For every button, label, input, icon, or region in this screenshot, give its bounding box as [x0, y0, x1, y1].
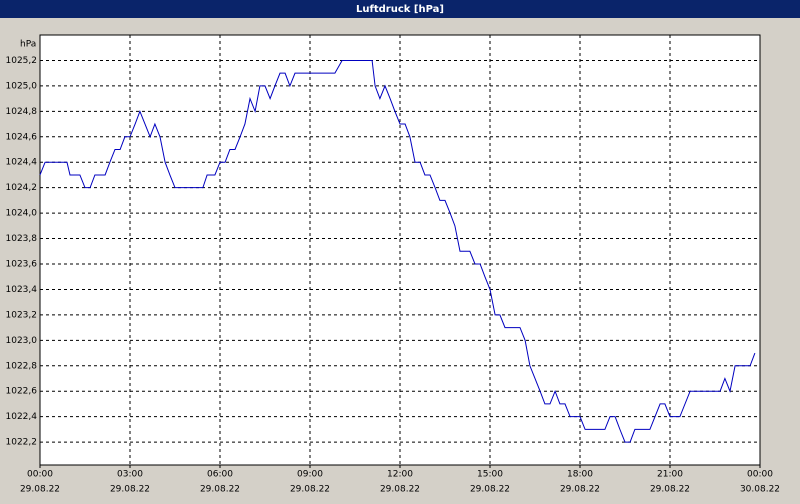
x-tick-date: 29.08.22: [20, 485, 60, 495]
y-tick-label: 1023,4: [6, 285, 38, 295]
x-tick-label: 15:00: [477, 470, 503, 480]
x-tick-label: 00:00: [27, 470, 53, 480]
y-tick-label: 1022,8: [6, 361, 38, 371]
x-tick-label: 06:00: [207, 470, 233, 480]
x-tick-label: 03:00: [117, 470, 143, 480]
x-tick-date: 29.08.22: [470, 485, 510, 495]
y-tick-label: 1025,0: [6, 81, 38, 91]
chart-title: Luftdruck [hPa]: [356, 4, 444, 15]
y-tick-label: 1025,2: [6, 56, 38, 66]
y-tick-label: 1024,0: [6, 209, 38, 219]
x-tick-date: 29.08.22: [110, 485, 150, 495]
y-tick-label: 1024,6: [6, 132, 38, 142]
y-tick-label: 1022,2: [6, 438, 38, 448]
x-tick-label: 00:00: [747, 470, 773, 480]
x-tick-date: 29.08.22: [380, 485, 420, 495]
x-tick-date: 29.08.22: [290, 485, 330, 495]
plot-area: [39, 34, 761, 466]
x-tick-date: 29.08.22: [560, 485, 600, 495]
title-bar: [0, 0, 800, 18]
x-tick-label: 09:00: [297, 470, 323, 480]
x-tick-date: 29.08.22: [200, 485, 240, 495]
y-tick-label: 1023,6: [6, 259, 38, 269]
line-series: [39, 59, 756, 443]
y-tick-label: 1023,2: [6, 310, 38, 320]
x-tick-label: 12:00: [387, 470, 413, 480]
y-tick-label: 1024,2: [6, 183, 38, 193]
y-tick-label: 1022,6: [6, 387, 38, 397]
x-tick-label: 21:00: [657, 470, 683, 480]
y-tick-label: 1022,4: [6, 412, 38, 422]
x-tick-date: 29.08.22: [650, 485, 690, 495]
y-tick-label: 1023,0: [6, 336, 38, 346]
y-tick-label: 1024,8: [6, 107, 38, 117]
y-tick-label: 1024,4: [6, 158, 38, 168]
x-tick-date: 30.08.22: [740, 485, 780, 495]
y-tick-label: 1023,8: [6, 234, 38, 244]
y-unit: hPa: [20, 40, 36, 50]
x-tick-label: 18:00: [567, 470, 593, 480]
